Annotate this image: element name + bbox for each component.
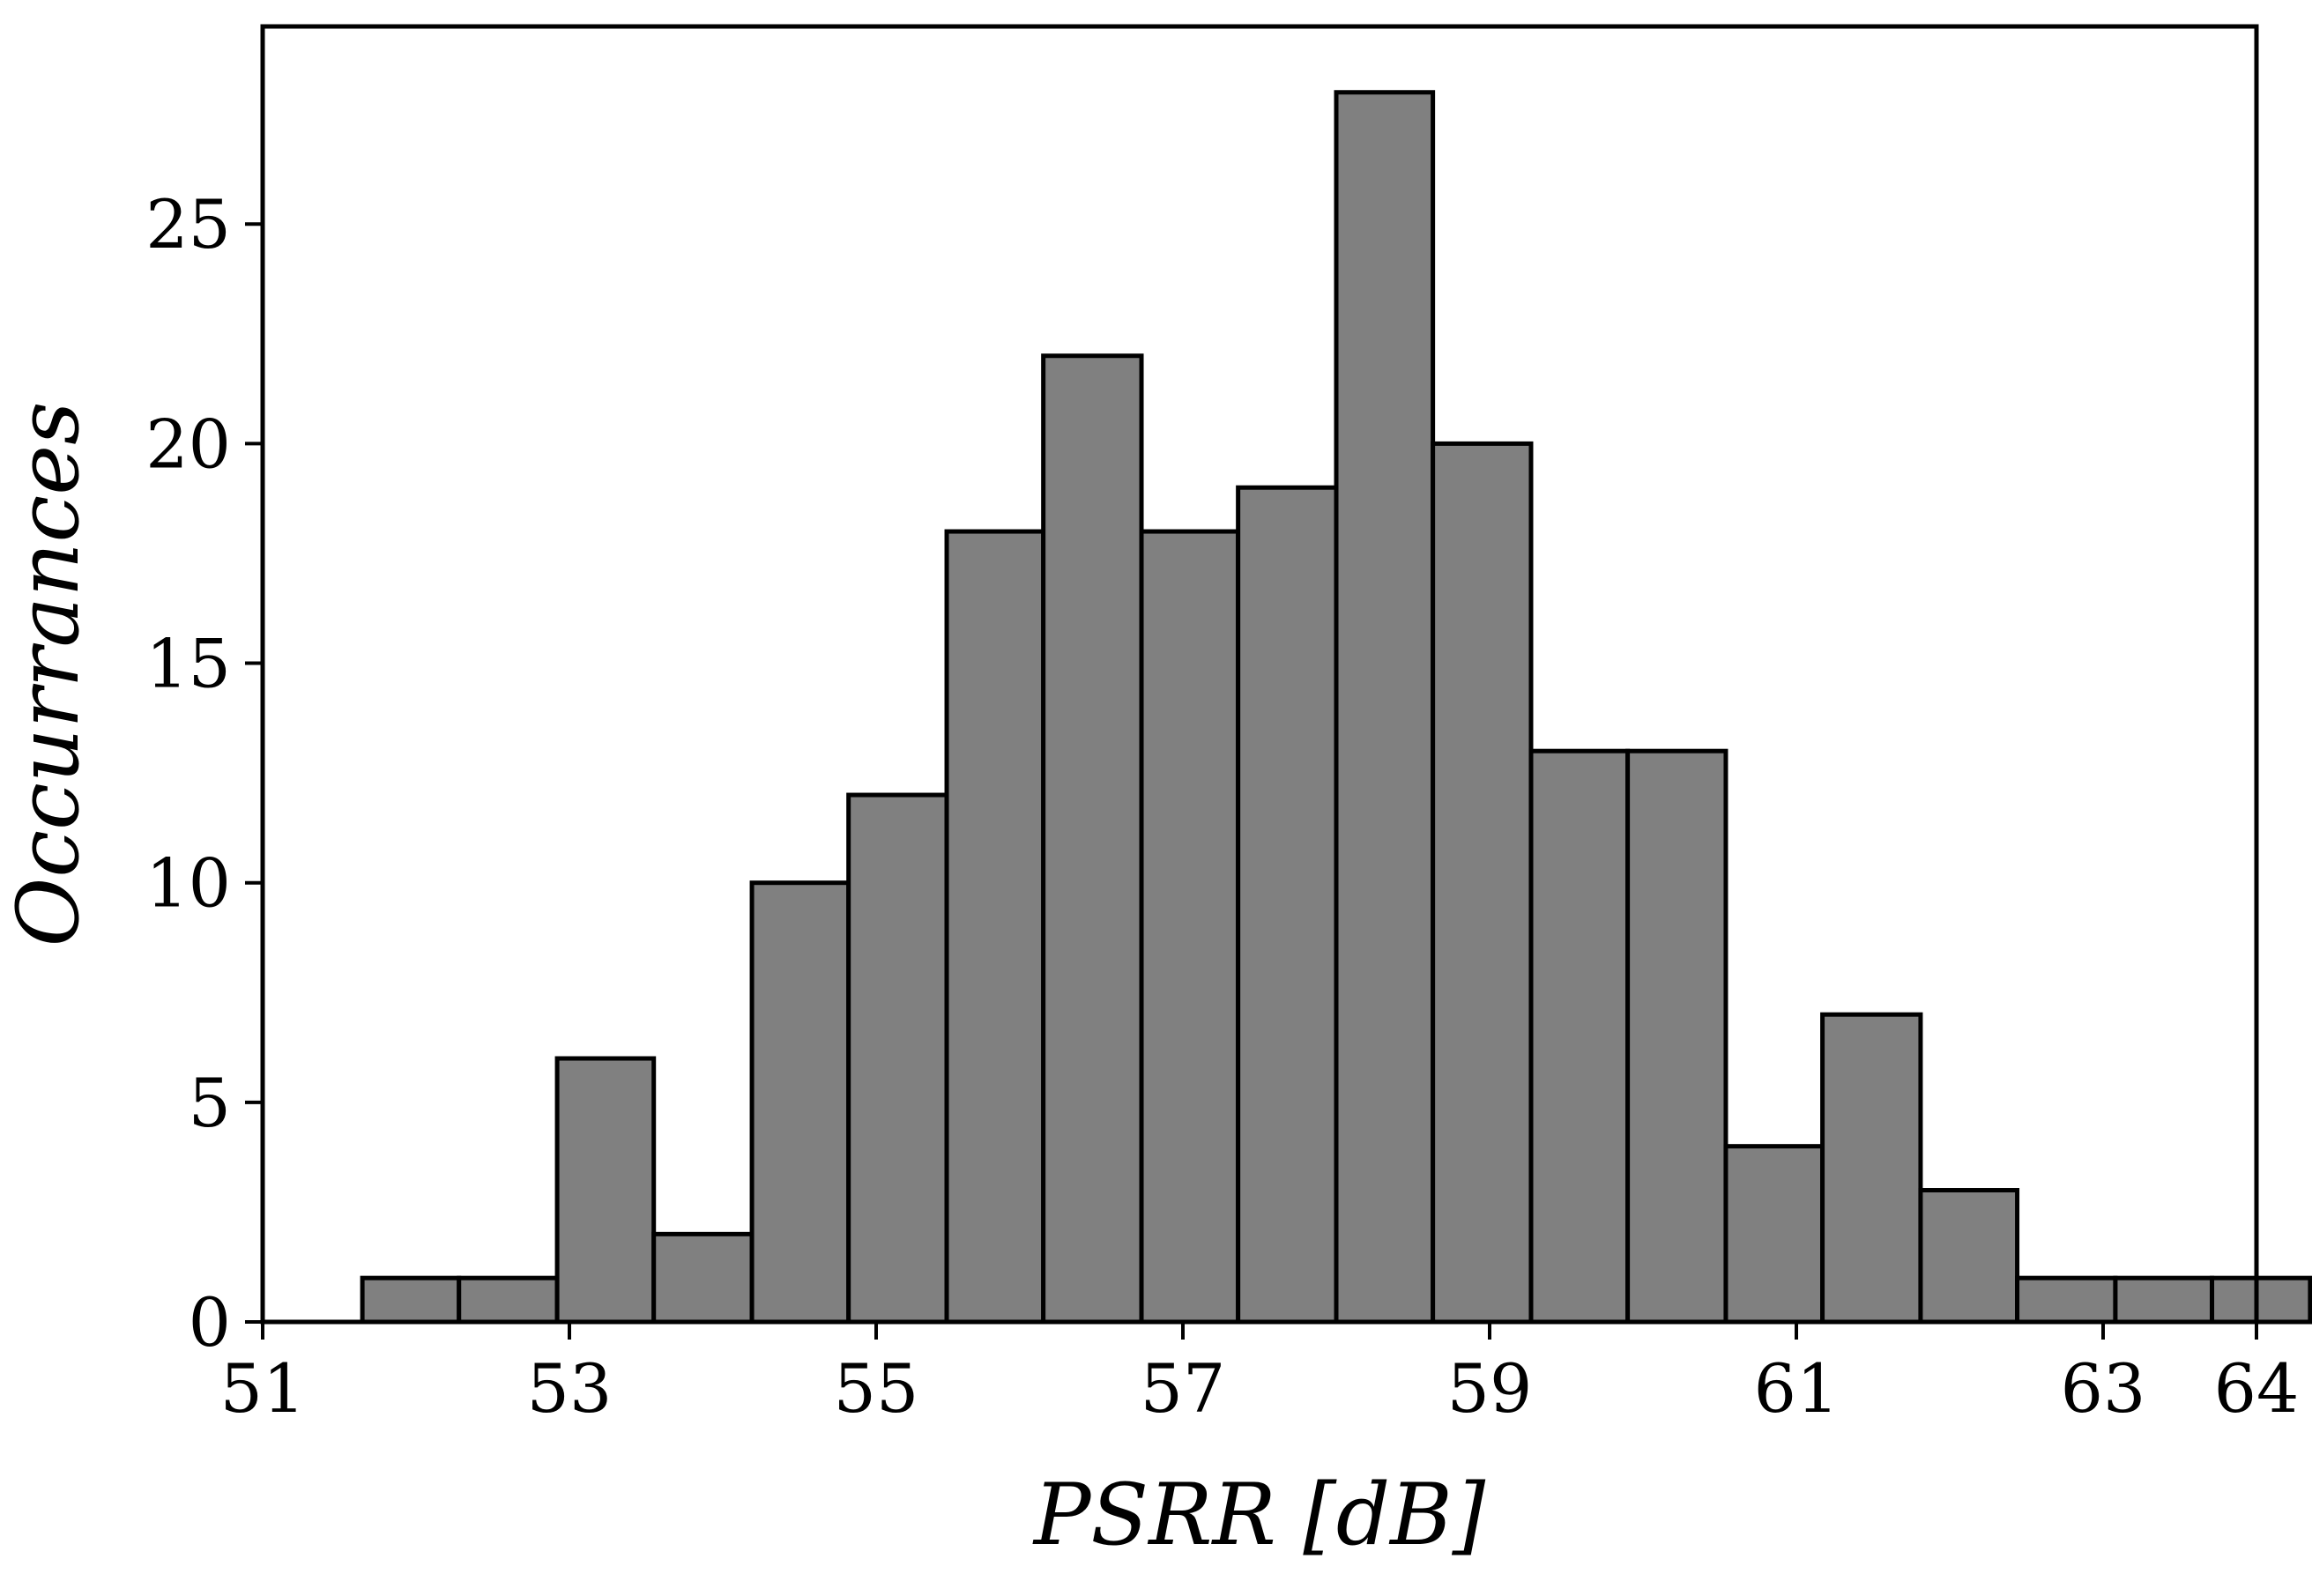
histogram-bar	[1528, 748, 1631, 1325]
histogram-bar	[457, 1275, 560, 1325]
histogram-bar	[846, 792, 949, 1325]
x-tick-label: 59	[1447, 1349, 1533, 1428]
histogram-bar	[1041, 353, 1144, 1325]
y-axis-ticks: 0 5 10 15 20 25	[145, 185, 263, 1362]
histogram-bar	[2113, 1275, 2215, 1325]
y-tick-label: 0	[189, 1283, 231, 1362]
histogram-bar	[2210, 1275, 2312, 1325]
y-tick-label: 20	[145, 405, 231, 483]
histogram-bar	[1820, 1012, 1923, 1325]
histogram-bar	[944, 529, 1046, 1325]
x-tick-label: 61	[1754, 1349, 1840, 1428]
histogram-bar	[1236, 485, 1339, 1325]
x-tick-label: 64	[2214, 1349, 2300, 1428]
histogram-bar	[1431, 441, 1534, 1325]
y-tick-label: 5	[189, 1064, 231, 1142]
x-tick-label: 63	[2061, 1349, 2146, 1428]
histogram-bar	[360, 1275, 462, 1325]
y-tick-label: 10	[145, 844, 231, 923]
x-tick-label: 53	[527, 1349, 613, 1428]
x-tick-label: 57	[1141, 1349, 1226, 1428]
histogram-bar	[651, 1231, 755, 1325]
x-axis-label: PSRR [dB]	[1032, 1466, 1486, 1564]
histogram-bar	[1723, 1144, 1825, 1325]
histogram-bar	[1625, 748, 1728, 1325]
plot-frame	[260, 24, 2259, 1325]
histogram-bar	[1918, 1188, 2020, 1325]
histogram-bars	[360, 90, 2312, 1325]
histogram-bar	[554, 1056, 657, 1325]
x-axis-ticks: 51 53 55 57 59 61 63 64	[220, 1322, 2300, 1428]
histogram-bar	[1139, 529, 1241, 1325]
histogram-bar	[2015, 1275, 2118, 1325]
y-axis-label: Occurrances	[0, 402, 98, 947]
y-tick-label: 25	[145, 185, 231, 264]
histogram-bar	[749, 880, 851, 1325]
x-tick-label: 55	[834, 1349, 919, 1428]
y-tick-label: 15	[145, 625, 231, 703]
x-tick-label: 51	[220, 1349, 306, 1428]
histogram-bar	[1334, 90, 1436, 1325]
